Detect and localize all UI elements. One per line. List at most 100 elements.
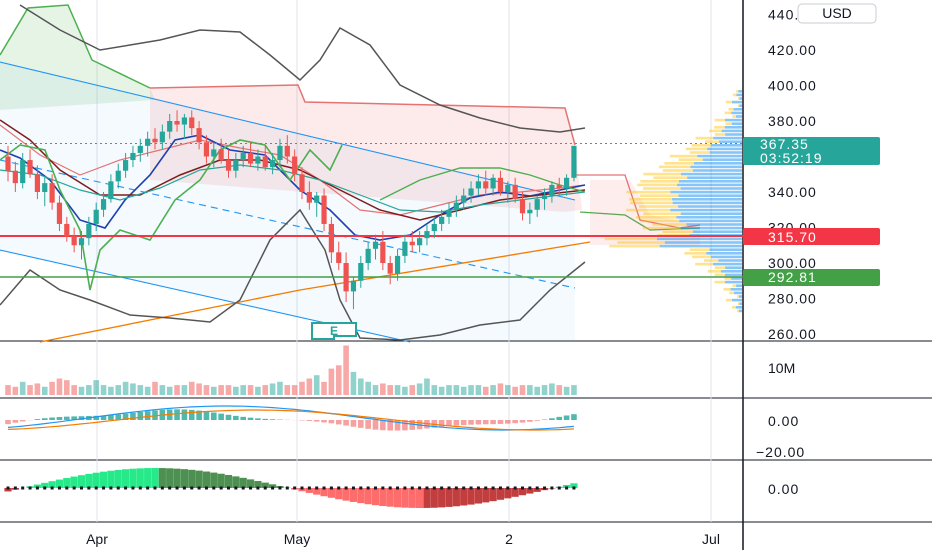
candle-body <box>263 157 268 168</box>
volume-profile-bar-up <box>681 187 742 190</box>
squeeze-dot <box>345 487 348 490</box>
volume-profile-bar-up <box>676 216 742 219</box>
candle-body <box>20 160 25 183</box>
candle-body <box>130 153 135 160</box>
oscillator-bar <box>225 475 232 488</box>
price-tick-label: 340.00 <box>768 184 817 200</box>
volume-bar <box>343 346 349 396</box>
volume-profile-bar-up <box>736 94 742 97</box>
candle-body <box>241 153 246 160</box>
squeeze-dot <box>477 487 480 490</box>
oscillator-bar <box>350 488 357 502</box>
volume-bar <box>218 385 224 395</box>
squeeze-dot <box>161 487 164 490</box>
volume-bar <box>5 385 11 395</box>
volume-profile-bar-up <box>678 205 742 208</box>
volume-profile-bar-up <box>725 281 742 284</box>
time-axis-label: May <box>284 531 310 547</box>
volume-bar <box>262 385 268 395</box>
candle-body <box>211 149 216 156</box>
volume-profile-bar-up <box>732 101 742 104</box>
squeeze-dot <box>425 487 428 490</box>
volume-profile-bar-up <box>681 173 742 176</box>
oscillator-bar <box>232 476 239 488</box>
candle-body <box>417 238 422 245</box>
volume-profile-bar-down <box>629 198 672 201</box>
macd-histogram-bar <box>174 409 180 420</box>
volume-profile-bar-up <box>738 90 742 93</box>
macd-histogram-bar <box>35 419 41 420</box>
volume-profile-bar-up <box>707 148 742 151</box>
oscillator-bar <box>387 488 394 507</box>
volume-profile-bar-down <box>692 256 711 259</box>
macd-histogram-bar <box>520 420 526 423</box>
volume-profile-bar-up <box>725 274 742 277</box>
volume-bar <box>174 385 180 395</box>
candle-body <box>79 238 84 245</box>
macd-histogram-bar <box>373 420 379 430</box>
macd-histogram-bar <box>64 417 70 420</box>
price-tick-label: 400.00 <box>768 78 817 94</box>
squeeze-dot <box>95 487 98 490</box>
volume-profile-bar-down <box>626 209 670 212</box>
volume-profile-bar-down <box>736 90 738 93</box>
volume-profile-bar-up <box>679 194 742 197</box>
macd-histogram-bar <box>248 418 254 420</box>
macd-axis-label: −20.00 <box>756 444 805 460</box>
squeeze-dot <box>411 487 414 490</box>
candle-body <box>182 117 187 124</box>
volume-profile-bar-up <box>719 140 742 143</box>
candle-body <box>152 139 157 143</box>
volume-bar <box>64 380 70 395</box>
squeeze-dot <box>117 487 120 490</box>
squeeze-dot <box>301 487 304 490</box>
volume-bar <box>93 380 99 395</box>
candle-body <box>542 196 547 200</box>
volume-bar <box>329 369 335 395</box>
price-tick-label: 420.00 <box>768 42 817 58</box>
volume-profile-bar-down <box>708 270 721 273</box>
volume-profile-bar-down <box>630 202 673 205</box>
oscillator-bar <box>357 488 364 503</box>
squeeze-dot <box>58 487 61 490</box>
macd-line <box>8 406 574 430</box>
volume-profile-bar-up <box>697 155 742 158</box>
candle-body <box>226 160 231 171</box>
volume-profile-bar-down <box>696 137 714 140</box>
squeeze-dot <box>565 487 568 490</box>
oscillator-bar <box>137 468 144 488</box>
candle-body <box>571 146 576 178</box>
macd-histogram-bar <box>571 414 577 420</box>
macd-histogram-bar <box>204 411 210 420</box>
macd-histogram-bar <box>454 420 460 426</box>
time-axis-label: Jul <box>702 531 720 547</box>
volume-profile-bar-down <box>709 130 721 133</box>
candle-body <box>248 153 253 164</box>
macd-histogram-bar <box>564 415 570 420</box>
volume-bar <box>542 385 548 395</box>
squeeze-dot <box>87 487 90 490</box>
oscillator-bar <box>218 474 225 488</box>
macd-histogram-bar <box>468 420 474 425</box>
volume-profile-bar-up <box>710 151 742 154</box>
oscillator-bar <box>71 477 78 488</box>
volume-profile-bar-down <box>643 173 680 176</box>
volume-bar <box>13 387 19 395</box>
volume-profile-bar-down <box>732 306 736 309</box>
macd-histogram-bar <box>182 409 188 420</box>
volume-profile-bar-up <box>681 212 742 215</box>
macd-histogram-bar <box>490 420 496 424</box>
macd-histogram-bar <box>20 420 26 421</box>
candle-body <box>498 178 503 192</box>
volume-bar <box>101 385 107 395</box>
currency-button[interactable]: USD <box>798 4 876 23</box>
volume-bar <box>468 385 474 395</box>
squeeze-dot <box>256 487 259 490</box>
macd-histogram-bar <box>240 417 246 420</box>
candle-body <box>57 203 62 224</box>
volume-profile-bar-down <box>729 292 734 295</box>
volume-bar <box>145 387 151 395</box>
oscillator-bar <box>379 488 386 506</box>
candle-body <box>468 188 473 195</box>
volume-profile-bar-down <box>679 158 703 161</box>
